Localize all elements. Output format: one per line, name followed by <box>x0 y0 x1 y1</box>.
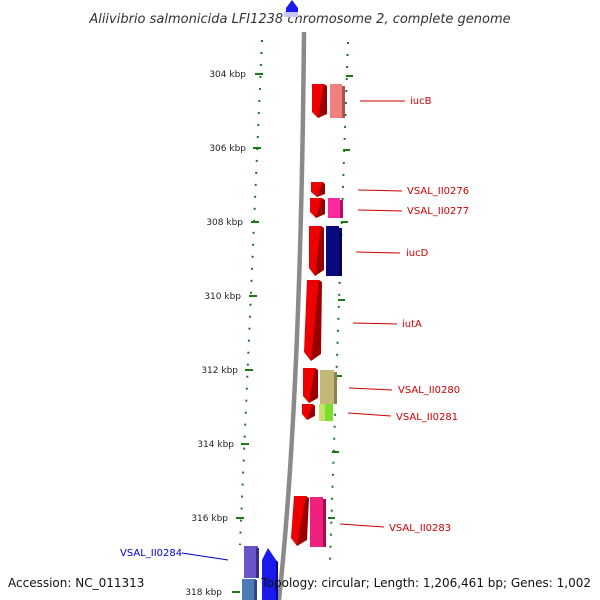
gene-VSAL_II0277[interactable] <box>310 198 343 218</box>
tick-group-310: 310 kbp <box>204 292 257 302</box>
gene-label-iucD[interactable]: iucD <box>406 248 429 259</box>
tick-label: 318 kbp <box>185 588 222 598</box>
tick-label: 312 kbp <box>201 366 238 376</box>
gene-label-VSAL_II0277[interactable]: VSAL_II0277 <box>407 206 469 217</box>
chromosome-backbone <box>276 31 307 600</box>
gene-label-iutA[interactable]: iutA <box>402 319 422 330</box>
genome-summary-text: Topology: circular; Length: 1,206,461 bp… <box>260 576 591 590</box>
accession-text: Accession: NC_011313 <box>8 576 144 590</box>
tick-label: 308 kbp <box>206 218 243 228</box>
gene-blue-arrow-bottom[interactable] <box>262 548 278 600</box>
gene-VSAL_II0283[interactable] <box>291 496 326 547</box>
gene-VSAL_II0281[interactable] <box>302 404 333 421</box>
gene-VSAL_II0284[interactable] <box>242 546 259 600</box>
gene-iutA[interactable] <box>304 280 322 361</box>
gene-label-VSAL_II0284[interactable]: VSAL_II0284 <box>120 548 182 559</box>
gene-arrow-partial-top-shadow <box>284 12 298 17</box>
gene-iucB[interactable] <box>312 84 345 118</box>
tick-group-312: 312 kbp <box>201 366 253 376</box>
gene-VSAL_II0276[interactable] <box>311 182 325 197</box>
gene-label-iucB[interactable]: iucB <box>410 96 432 107</box>
gene-VSAL_II0280[interactable] <box>303 368 337 404</box>
gene-arrow-partial-top[interactable] <box>286 0 298 14</box>
inner-track-guide <box>239 39 263 546</box>
leader-lines <box>181 100 405 561</box>
gene-label-VSAL_II0280[interactable]: VSAL_II0280 <box>398 385 460 396</box>
tick-label: 310 kbp <box>204 292 241 302</box>
tick-group-308: 308 kbp <box>206 218 259 228</box>
map-title: Aliivibrio salmonicida LFI1238 chromosom… <box>88 12 510 27</box>
tick-group-314: 314 kbp <box>197 440 249 450</box>
tick-group-306: 306 kbp <box>209 144 261 154</box>
gene-label-VSAL_II0283[interactable]: VSAL_II0283 <box>389 523 451 534</box>
tick-group-318: 318 kbp <box>185 588 240 598</box>
tick-label: 306 kbp <box>209 144 246 154</box>
outer-track-dashes <box>328 75 353 519</box>
tick-label: 314 kbp <box>197 440 234 450</box>
tick-label: 316 kbp <box>191 514 228 524</box>
tick-label: 304 kbp <box>209 70 246 80</box>
tick-group-304: 304 kbp <box>209 70 263 80</box>
gene-label-VSAL_II0281[interactable]: VSAL_II0281 <box>396 412 458 423</box>
gene-label-VSAL_II0276[interactable]: VSAL_II0276 <box>407 186 469 197</box>
gene-iucD[interactable] <box>309 226 342 276</box>
tick-group-316: 316 kbp <box>191 514 244 524</box>
